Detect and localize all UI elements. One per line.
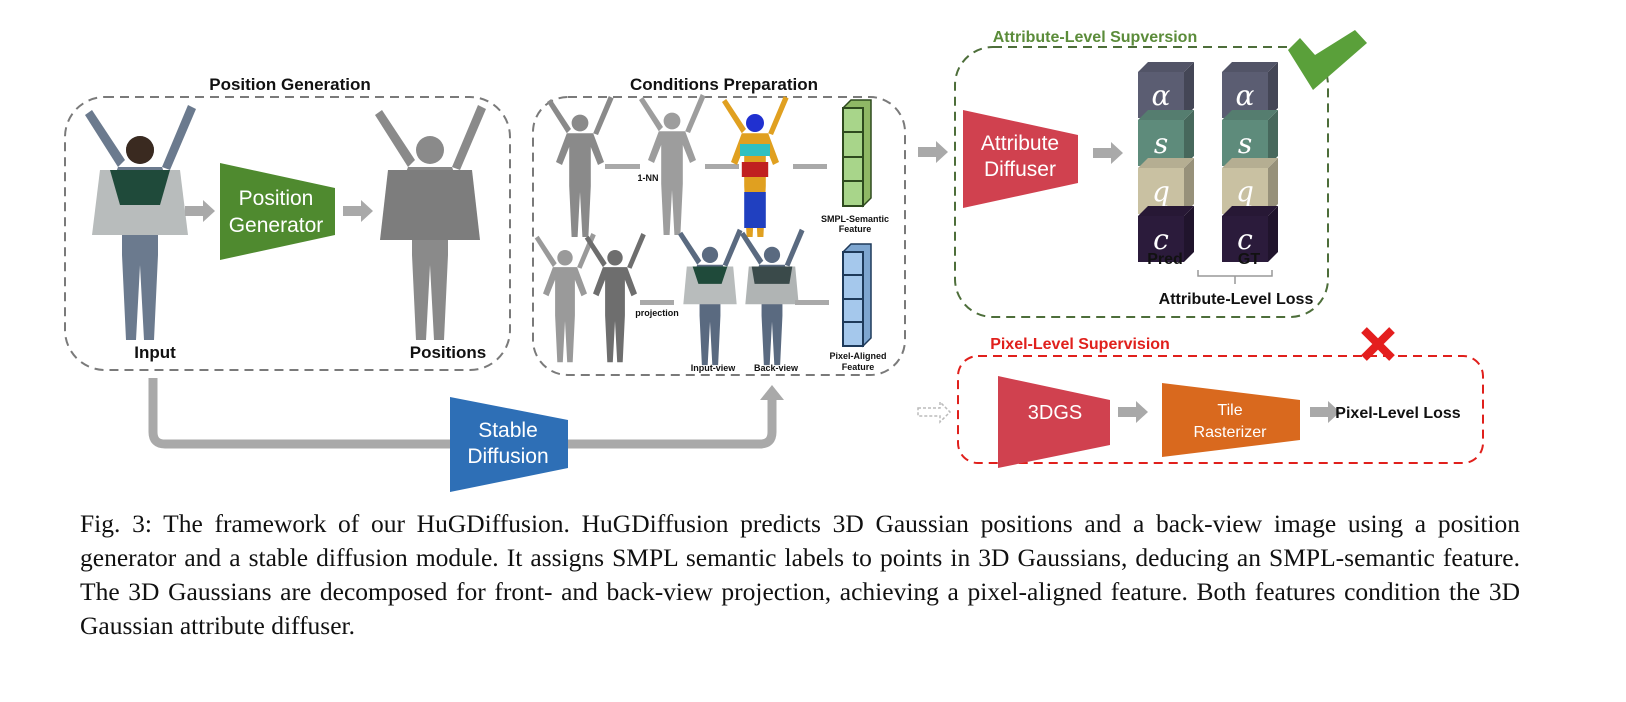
attribute-symbol: s xyxy=(1238,127,1252,160)
attribute-supervision-title: Attribute-Level Supversion xyxy=(993,29,1197,46)
stable-diffusion-label: Stable xyxy=(478,419,538,442)
3dgs-block xyxy=(998,376,1110,468)
pixel-feature-label: Pixel-Aligned xyxy=(829,351,886,361)
cross-icon xyxy=(1361,327,1395,361)
diffuser-label: Attribute xyxy=(981,132,1059,155)
figure-caption: Fig. 3: The framework of our HuGDiffusio… xyxy=(80,509,1520,640)
position-generator-block: Position Generator xyxy=(220,163,335,260)
back-view-image xyxy=(740,228,805,366)
arrow-icon xyxy=(918,141,948,163)
input-human-image xyxy=(85,105,196,340)
attribute-symbol: q xyxy=(1152,175,1170,208)
pixel-aligned-feature-column xyxy=(842,243,872,348)
smpl-feature-label: SMPL-Semantic xyxy=(821,214,889,224)
positions-label: Positions xyxy=(410,343,487,362)
attribute-symbol: c xyxy=(1237,223,1253,256)
attribute-symbol: s xyxy=(1154,127,1168,160)
stable-diffusion-label: Diffusion xyxy=(467,445,548,468)
nn-label: 1-NN xyxy=(637,173,658,183)
semantic-segmentation-image xyxy=(722,96,789,237)
input-view-image xyxy=(678,228,743,366)
pixel-supervision-title: Pixel-Level Supervision xyxy=(990,336,1170,353)
loss-bracket xyxy=(1197,270,1273,284)
smpl-feature-label: Feature xyxy=(839,224,872,234)
generator-label-line1: Position xyxy=(239,187,314,210)
position-generation-title: Position Generation xyxy=(209,75,371,94)
point-cloud-image xyxy=(547,96,614,237)
decomposed-back-points xyxy=(584,233,646,363)
attribute-loss-label: Attribute-Level Loss xyxy=(1159,291,1314,308)
attribute-cube-c-gt: c xyxy=(1222,206,1278,262)
rasterizer-label: Rasterizer xyxy=(1194,424,1268,441)
back-view-label: Back-view xyxy=(754,363,799,373)
attribute-symbol: c xyxy=(1153,223,1169,256)
dashed-arrow-icon xyxy=(917,400,952,424)
attribute-symbol: α xyxy=(1152,79,1171,112)
attribute-cube-s-gt: s xyxy=(1222,110,1278,166)
attribute-cube-alpha-gt: α xyxy=(1222,62,1278,118)
check-icon xyxy=(1288,30,1367,90)
attribute-cube-s-pred: s xyxy=(1138,110,1194,166)
smpl-mesh-image xyxy=(639,94,706,235)
decomposed-front-points xyxy=(534,233,596,363)
gt-label: GT xyxy=(1238,251,1260,268)
pixel-supervision-panel: Pixel-Level Supervision 3DGS Tile Raster… xyxy=(917,327,1484,468)
stable-diffusion-block xyxy=(450,397,568,492)
attribute-supervision-panel: Attribute-Level Supversion Attribute Dif… xyxy=(954,29,1367,318)
input-view-label: Input-view xyxy=(691,363,736,373)
diffuser-label: Diffuser xyxy=(984,158,1056,181)
pred-label: Pred xyxy=(1147,251,1183,268)
smpl-semantic-feature-column xyxy=(842,99,872,208)
position-generation-panel: Position Generation Input Position Gener… xyxy=(64,75,511,371)
attribute-cube-q-pred: q xyxy=(1138,158,1194,214)
attribute-cube-c-pred: c xyxy=(1138,206,1194,262)
stable-diffusion-path: Stable Diffusion xyxy=(148,378,784,492)
conditions-title: Conditions Preparation xyxy=(630,75,818,94)
3dgs-label: 3DGS xyxy=(1028,402,1082,424)
arrow-icon xyxy=(185,200,215,222)
generator-label-line2: Generator xyxy=(229,214,324,237)
pixel-loss-label: Pixel-Level Loss xyxy=(1335,405,1460,422)
arrow-icon xyxy=(1118,401,1148,423)
projection-label: projection xyxy=(635,308,679,318)
conditions-preparation-panel: Conditions Preparation 1-NN SMPL-Semanti… xyxy=(532,75,906,376)
input-label: Input xyxy=(134,343,176,362)
arrow-icon xyxy=(1093,142,1123,164)
attribute-symbol: q xyxy=(1236,175,1254,208)
attribute-diffuser-block xyxy=(963,110,1078,208)
tile-rasterizer-block xyxy=(1162,383,1300,457)
arrow-icon xyxy=(343,200,373,222)
attribute-cube-alpha-pred: α xyxy=(1138,62,1194,118)
positions-point-cloud xyxy=(375,105,486,340)
rasterizer-label: Tile xyxy=(1217,402,1242,419)
pixel-feature-label: Feature xyxy=(842,362,875,372)
attribute-symbol: α xyxy=(1236,79,1255,112)
attribute-cube-q-gt: q xyxy=(1222,158,1278,214)
